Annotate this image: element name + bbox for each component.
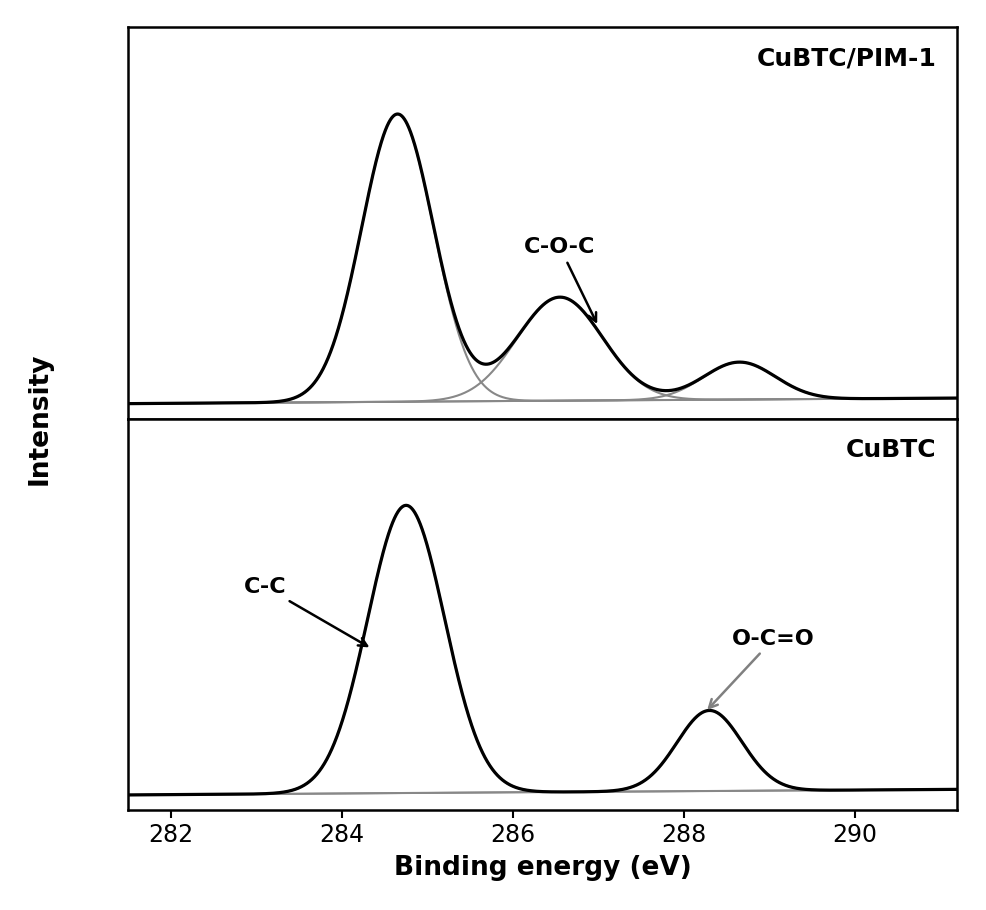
Text: C-C: C-C	[244, 577, 367, 646]
Text: C-O-C: C-O-C	[524, 238, 596, 321]
Text: Intensity: Intensity	[27, 352, 52, 485]
Text: O-C=O: O-C=O	[708, 629, 814, 708]
Text: CuBTC: CuBTC	[845, 438, 936, 462]
Text: CuBTC/PIM-1: CuBTC/PIM-1	[756, 46, 936, 71]
X-axis label: Binding energy (eV): Binding energy (eV)	[393, 855, 691, 882]
